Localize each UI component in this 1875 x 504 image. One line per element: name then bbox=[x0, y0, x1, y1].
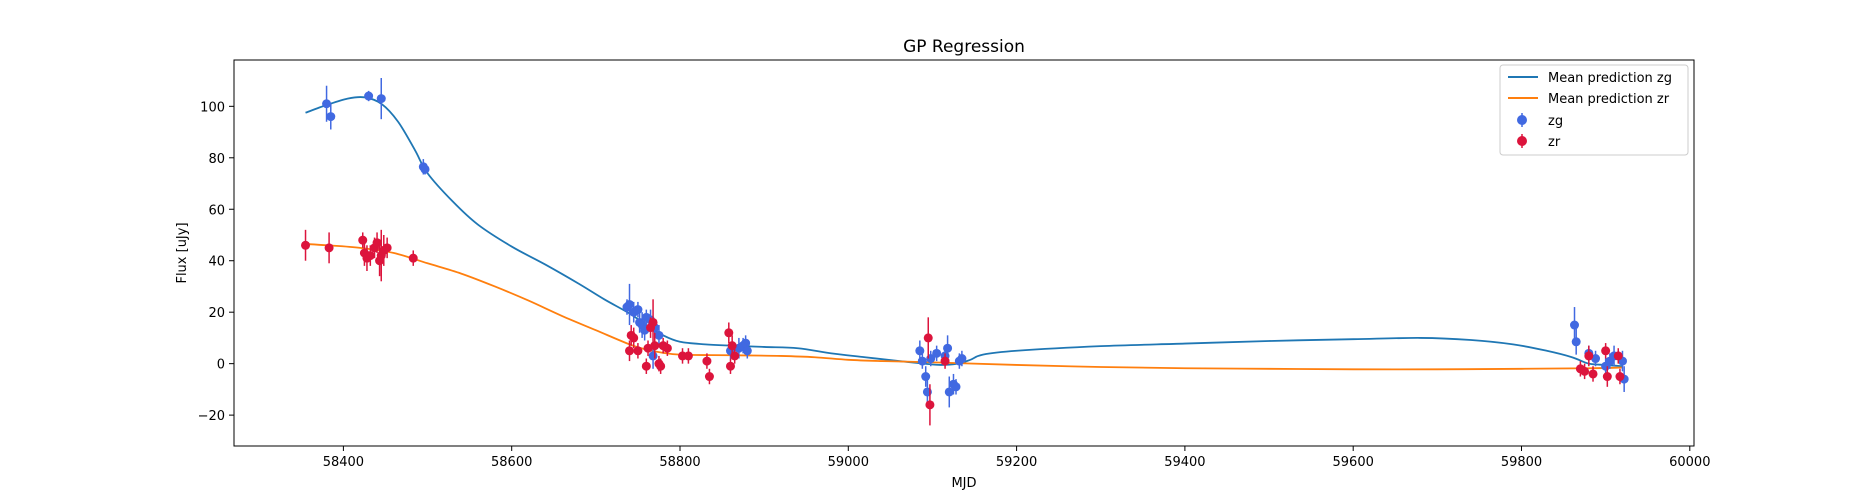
data-point-zr bbox=[1602, 372, 1612, 382]
data-points bbox=[301, 78, 1629, 426]
data-point-zg bbox=[915, 346, 925, 356]
data-point-zr bbox=[382, 243, 392, 253]
y-tick-label: 60 bbox=[208, 203, 225, 218]
data-point-zg bbox=[376, 94, 386, 104]
data-point-zr bbox=[730, 351, 740, 361]
data-point-zr bbox=[1584, 351, 1594, 361]
data-point-zg bbox=[633, 305, 643, 315]
data-point-zg bbox=[932, 348, 942, 358]
data-point-zr bbox=[656, 361, 666, 371]
data-point-zg bbox=[654, 330, 664, 340]
data-point-zr bbox=[641, 361, 651, 371]
data-point-zg bbox=[648, 351, 658, 361]
data-point-zr bbox=[365, 251, 375, 261]
data-point-zg bbox=[951, 382, 961, 392]
legend-label-zg-line: Mean prediction zg bbox=[1548, 71, 1672, 86]
plot-frame bbox=[233, 59, 1695, 447]
x-tick-label: 59600 bbox=[1333, 455, 1374, 470]
data-point-zg bbox=[625, 299, 635, 309]
y-axis-ticks: −20 0 20 40 60 80 100 bbox=[198, 100, 234, 424]
y-tick-label: 0 bbox=[217, 358, 225, 373]
data-point-zr bbox=[662, 343, 672, 353]
y-tick-label: −20 bbox=[198, 409, 225, 424]
data-point-zg bbox=[1571, 337, 1581, 347]
data-point-zr bbox=[372, 238, 382, 248]
y-tick-label: 40 bbox=[208, 255, 225, 270]
legend-label-zr-line: Mean prediction zr bbox=[1548, 92, 1670, 107]
data-point-zr bbox=[683, 351, 693, 361]
data-point-zr bbox=[1580, 366, 1590, 376]
data-point-zr bbox=[301, 240, 311, 250]
data-point-zr bbox=[408, 253, 418, 263]
data-point-zg bbox=[322, 99, 332, 109]
legend-marker-zr bbox=[1517, 136, 1527, 146]
data-point-zg bbox=[957, 354, 967, 364]
data-point-zr bbox=[940, 356, 950, 366]
x-axis-ticks: 58400 58600 58800 59000 59200 59400 59600 59800… bbox=[323, 446, 1710, 470]
data-point-zr bbox=[1601, 346, 1611, 356]
data-point-zg bbox=[326, 112, 336, 122]
y-tick-label: 100 bbox=[200, 100, 225, 115]
data-point-zr bbox=[704, 372, 714, 382]
data-point-zg bbox=[741, 338, 751, 348]
data-point-zg bbox=[742, 346, 752, 356]
plot-background bbox=[234, 60, 1694, 446]
data-point-zr bbox=[324, 243, 334, 253]
prediction-lines bbox=[305, 96, 1623, 371]
data-point-zg bbox=[917, 356, 927, 366]
legend-marker-zg bbox=[1517, 115, 1527, 125]
data-point-zr bbox=[629, 333, 639, 343]
y-tick-label: 20 bbox=[208, 306, 225, 321]
data-point-zr bbox=[650, 341, 660, 351]
data-point-zr bbox=[625, 346, 635, 356]
x-tick-label: 60000 bbox=[1669, 455, 1710, 470]
x-tick-label: 58800 bbox=[659, 455, 700, 470]
data-point-zr bbox=[358, 235, 368, 245]
x-tick-label: 58600 bbox=[491, 455, 532, 470]
data-point-zg bbox=[943, 343, 953, 353]
data-point-zg bbox=[364, 91, 374, 101]
data-point-zg bbox=[420, 164, 430, 174]
data-point-zr bbox=[923, 333, 933, 343]
data-point-zr bbox=[727, 341, 737, 351]
data-point-zr bbox=[1613, 351, 1623, 361]
x-axis-label: MJD bbox=[951, 476, 976, 491]
data-point-zg bbox=[921, 372, 931, 382]
y-tick-label: 80 bbox=[208, 152, 225, 167]
legend-label-zr-points: zr bbox=[1548, 135, 1561, 150]
data-point-zr bbox=[1588, 369, 1598, 379]
x-tick-label: 59800 bbox=[1501, 455, 1542, 470]
data-point-zr bbox=[1615, 372, 1625, 382]
legend-label-zg-points: zg bbox=[1548, 114, 1563, 129]
legend: Mean prediction zg Mean prediction zr zg… bbox=[1499, 64, 1689, 156]
data-point-zg bbox=[1570, 320, 1580, 330]
data-point-zg bbox=[944, 387, 954, 397]
legend-frame bbox=[1499, 64, 1689, 156]
data-point-zr bbox=[648, 317, 658, 327]
data-point-zr bbox=[724, 328, 734, 338]
x-tick-label: 59200 bbox=[996, 455, 1037, 470]
mean-prediction-line-zg bbox=[305, 96, 1623, 368]
data-point-zr bbox=[702, 356, 712, 366]
mean-prediction-line-zr bbox=[305, 243, 1623, 371]
y-axis-label: Flux [uJy] bbox=[175, 222, 190, 283]
data-point-zr bbox=[633, 346, 643, 356]
x-tick-label: 59000 bbox=[828, 455, 869, 470]
data-point-zr bbox=[725, 361, 735, 371]
x-tick-label: 58400 bbox=[323, 455, 364, 470]
x-tick-label: 59400 bbox=[1164, 455, 1205, 470]
data-point-zr bbox=[925, 400, 935, 410]
chart-title: GP Regression bbox=[903, 37, 1025, 57]
